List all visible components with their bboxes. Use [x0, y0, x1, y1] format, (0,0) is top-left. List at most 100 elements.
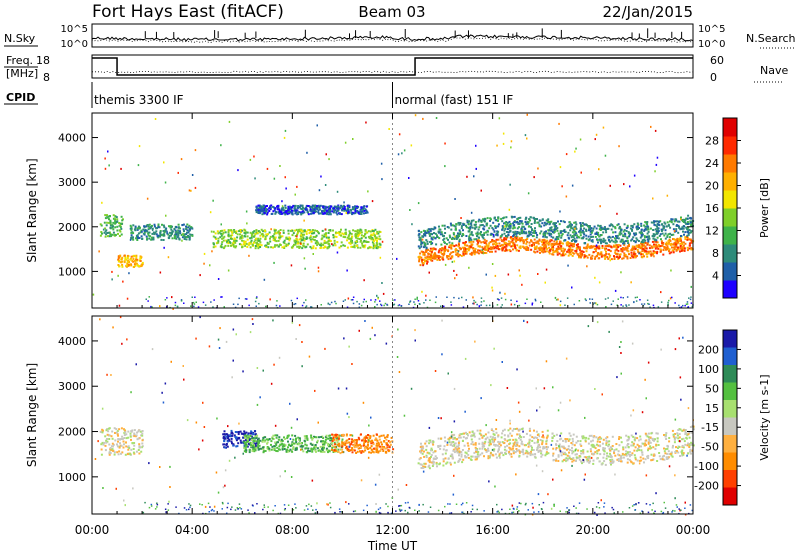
power-cell — [629, 257, 632, 259]
freq-panel-frame — [91, 54, 694, 79]
power-clutter-cell — [221, 296, 223, 298]
power-cell — [478, 240, 481, 243]
power-cell — [314, 206, 317, 209]
power-cell — [163, 231, 166, 234]
power-cell — [422, 258, 425, 261]
power-cell — [546, 232, 549, 235]
velocity-cell — [105, 441, 108, 444]
velocity-cell — [363, 442, 366, 445]
power-cell — [601, 240, 604, 243]
velocity-cell — [478, 447, 481, 450]
power-cell — [665, 243, 668, 246]
power-cell — [589, 246, 591, 249]
power-cell — [540, 240, 543, 243]
power-cell — [622, 230, 625, 233]
power-clutter-cell — [559, 300, 562, 303]
power-cell — [232, 229, 235, 232]
power-cell — [684, 242, 687, 245]
power-cell — [674, 244, 677, 247]
power-cell — [448, 244, 451, 247]
power-clutter-cell — [643, 303, 646, 305]
power-cell — [596, 233, 598, 235]
power-cell — [596, 255, 599, 257]
velocity-cell — [316, 439, 319, 442]
power-cell — [291, 212, 294, 215]
power-cell — [255, 209, 258, 212]
power-clutter-cell — [296, 297, 298, 300]
power-clutter-cell — [386, 304, 389, 306]
power-cell — [549, 222, 552, 225]
power-cell — [174, 229, 177, 232]
power-cell — [367, 235, 370, 238]
power-cell — [136, 228, 139, 231]
velocity-cell — [357, 447, 360, 450]
velocity-cell — [110, 445, 113, 448]
velocity-cell — [361, 450, 364, 453]
velocity-cell — [364, 445, 367, 448]
power-cell — [362, 208, 364, 211]
power-cell — [631, 249, 634, 251]
power-cell — [535, 247, 538, 249]
power-cell — [100, 231, 103, 233]
power-cell — [270, 246, 273, 249]
power-cell — [506, 243, 509, 246]
power-cell — [355, 235, 358, 238]
power-cell — [504, 235, 507, 237]
power-cell — [306, 243, 309, 246]
power-cell — [427, 258, 429, 261]
power-cell — [422, 241, 425, 244]
power-cell — [640, 222, 643, 225]
power-cell — [499, 235, 502, 238]
power-cell — [459, 248, 462, 251]
power-cell — [123, 254, 126, 257]
power-noise-cell — [571, 184, 574, 187]
velocity-cell — [355, 452, 358, 454]
power-cell — [159, 235, 162, 238]
power-cell — [642, 244, 645, 247]
velocity-cell — [298, 437, 301, 440]
velocity-cell — [224, 446, 227, 449]
power-cell — [672, 246, 675, 249]
power-cell — [364, 244, 367, 247]
power-cell — [188, 224, 191, 227]
velocity-cell — [112, 443, 115, 446]
power-cell — [443, 224, 446, 227]
power-cell — [506, 221, 509, 224]
noise-tick-bottom-left: 10^0 — [61, 39, 88, 50]
velocity-cell — [244, 441, 246, 444]
power-cell — [682, 230, 684, 233]
power-cell — [126, 262, 129, 265]
velocity-cell — [341, 438, 344, 441]
power-cell — [372, 247, 375, 250]
power-cell — [555, 222, 557, 225]
power-cell — [592, 235, 594, 238]
power-cell — [448, 241, 451, 244]
velocity-cell — [253, 450, 256, 453]
velocity-cell — [325, 441, 328, 444]
velocity-cell — [272, 434, 275, 437]
power-cell — [543, 221, 546, 224]
power-cell — [572, 245, 575, 248]
power-cell — [363, 209, 366, 212]
power-noise-cell — [210, 230, 213, 233]
power-cell — [576, 253, 579, 256]
velocity-cell — [310, 436, 313, 439]
power-cell — [419, 264, 422, 267]
power-cell — [177, 223, 180, 226]
power-cell — [212, 235, 215, 238]
power-cell — [689, 239, 692, 242]
power-cell — [293, 243, 295, 246]
velocity-cell — [366, 446, 369, 449]
power-cell — [114, 226, 117, 229]
power-noise-cell — [673, 230, 676, 233]
power-cell — [575, 247, 578, 250]
power-cell — [311, 210, 314, 213]
power-cell — [305, 230, 308, 233]
power-cell — [675, 243, 678, 246]
velocity-cell — [243, 430, 246, 433]
power-cell — [602, 237, 605, 240]
power-cell — [588, 253, 591, 256]
power-cell — [360, 237, 363, 240]
velocity-cell — [338, 442, 341, 445]
power-cell — [621, 257, 624, 260]
